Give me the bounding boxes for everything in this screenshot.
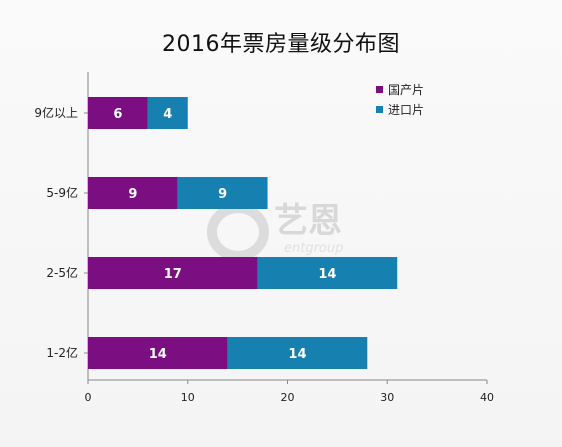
category-label: 1-2亿 — [46, 345, 78, 360]
bar-value-label: 14 — [149, 347, 167, 362]
bar-value-label: 6 — [113, 107, 122, 122]
bar-value-label: 14 — [318, 267, 336, 282]
x-tick-label: 40 — [480, 391, 494, 404]
bar-domestic — [88, 177, 178, 209]
category-label: 9亿以上 — [34, 105, 78, 120]
bar-imported — [257, 257, 398, 289]
legend-label: 国产片 — [388, 83, 424, 97]
bar-domestic — [88, 97, 148, 129]
bar-value-label: 9 — [218, 187, 227, 202]
bar-imported — [227, 337, 368, 369]
x-tick-label: 0 — [85, 391, 92, 404]
bar-domestic — [88, 337, 228, 369]
bar-value-label: 4 — [163, 107, 172, 122]
bar-value-label: 17 — [164, 267, 182, 282]
legend-swatch — [376, 86, 383, 93]
legend-label: 进口片 — [388, 103, 424, 117]
category-label: 5-9亿 — [46, 185, 78, 200]
category-label: 2-5亿 — [46, 265, 78, 280]
bar-imported — [177, 177, 268, 209]
bar-value-label: 14 — [288, 347, 306, 362]
watermark-subtext: entgroup — [284, 241, 343, 256]
x-tick-label: 10 — [181, 391, 195, 404]
legend-swatch — [376, 106, 383, 113]
bar-imported — [147, 97, 188, 129]
watermark-text: 艺恩 — [274, 201, 342, 241]
watermark-logo-icon — [207, 203, 269, 261]
bar-domestic — [88, 257, 258, 289]
x-tick-label: 30 — [380, 391, 394, 404]
chart-title: 2016年票房量级分布图 — [162, 32, 400, 57]
x-tick-label: 20 — [281, 391, 295, 404]
bar-value-label: 9 — [128, 187, 137, 202]
